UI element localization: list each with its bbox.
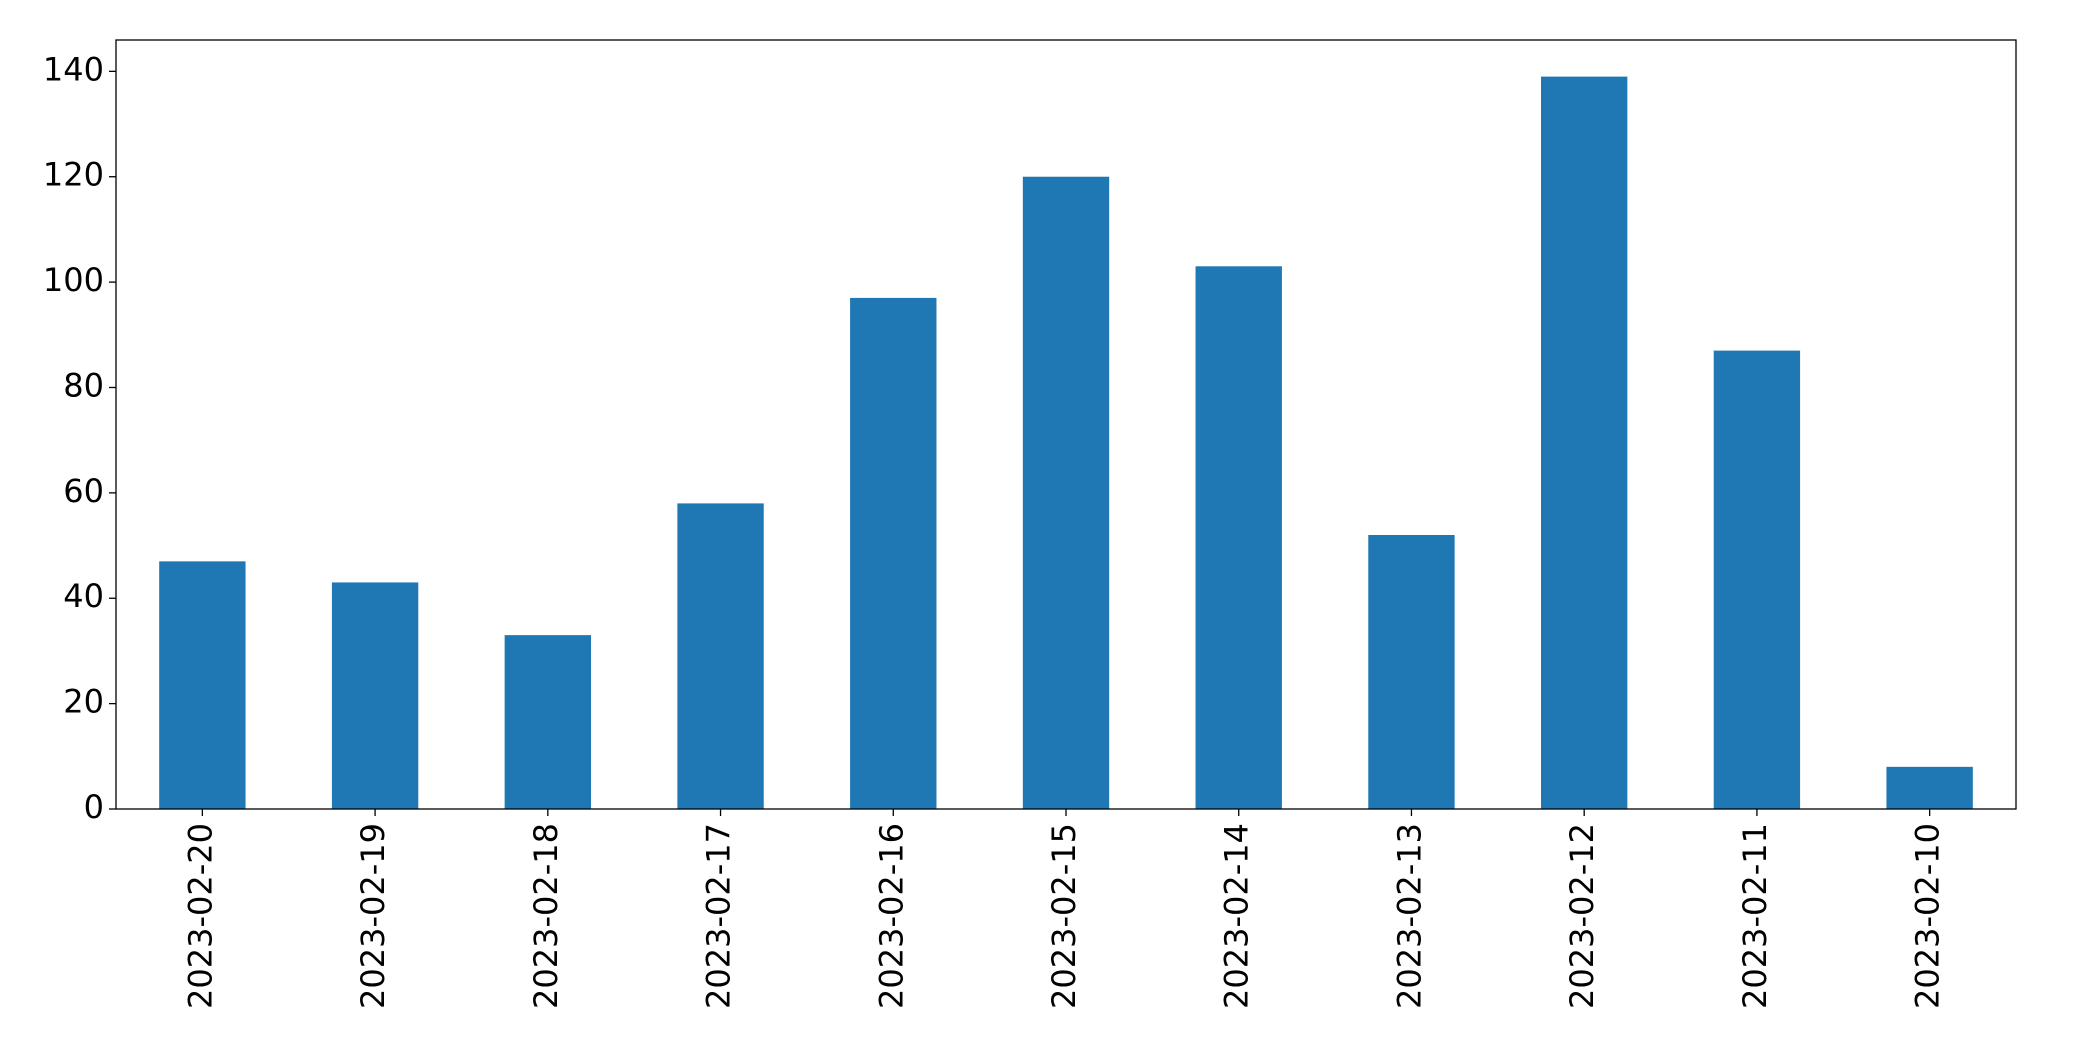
y-tick-label: 120 [43,156,104,194]
x-tick-label: 2023-02-13 [1390,823,1428,1009]
x-tick-label: 2023-02-11 [1736,823,1774,1009]
x-tick-label: 2023-02-20 [181,823,219,1009]
x-tick-label: 2023-02-17 [700,823,738,1009]
x-tick-label: 2023-02-14 [1218,823,1256,1009]
bar [1368,535,1455,809]
plot-frame [115,39,2017,810]
x-tick-label: 2023-02-18 [527,823,565,1009]
x-tick-label: 2023-02-16 [872,823,910,1009]
y-tick-label: 100 [43,261,104,299]
bar [677,503,764,809]
bar [1886,766,1973,809]
x-tick-label: 2023-02-12 [1563,823,1601,1009]
bar [1541,76,1628,810]
bar [1713,350,1801,809]
bar [504,635,591,809]
y-tick-label: 60 [63,472,104,510]
x-tick-label: 2023-02-10 [1909,823,1947,1009]
bar [1022,176,1110,810]
y-tick-label: 80 [63,366,104,404]
bar [331,582,419,809]
bar [159,561,246,809]
bar [850,297,937,809]
x-tick-label: 2023-02-19 [354,823,392,1009]
x-tick-label: 2023-02-15 [1045,823,1083,1009]
y-tick-label: 0 [84,788,104,826]
bar [1195,266,1282,810]
y-tick-label: 40 [63,577,104,615]
y-tick-label: 20 [63,683,104,721]
y-tick-label: 140 [43,50,104,88]
